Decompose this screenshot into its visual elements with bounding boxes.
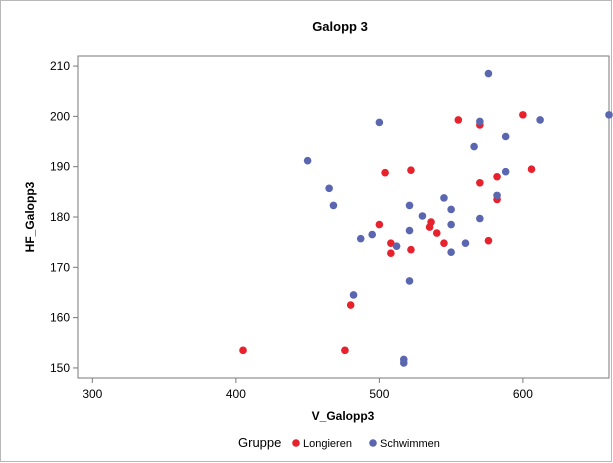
data-point-schwimmen — [484, 69, 493, 78]
data-point-schwimmen — [375, 118, 384, 127]
x-tick-label: 400 — [226, 387, 246, 401]
data-point-longieren — [476, 178, 484, 187]
x-tick-label: 500 — [369, 387, 389, 401]
data-point-schwimmen — [447, 220, 455, 229]
legend-title: Gruppe — [238, 435, 281, 450]
legend-marker-schwimmen — [369, 439, 377, 447]
data-point-schwimmen — [440, 194, 448, 202]
data-point-schwimmen — [349, 291, 358, 299]
x-axis-title: V_Galopp3 — [312, 409, 375, 423]
data-point-schwimmen — [476, 117, 484, 126]
data-point-longieren — [407, 245, 415, 254]
y-tick-label: 160 — [50, 311, 70, 325]
data-point-schwimmen — [399, 355, 408, 364]
y-tick-label: 180 — [50, 210, 70, 224]
data-point-schwimmen — [447, 205, 455, 214]
legend-label-schwimmen: Schwimmen — [380, 438, 440, 450]
data-point-schwimmen — [493, 191, 501, 200]
x-tick-label: 300 — [82, 387, 102, 401]
data-point-longieren — [375, 220, 384, 229]
data-point-schwimmen — [368, 230, 377, 239]
data-point-longieren — [519, 111, 527, 119]
data-point-schwimmen — [303, 156, 312, 165]
data-point-schwimmen — [405, 226, 414, 235]
data-point-schwimmen — [392, 242, 401, 250]
data-point-longieren — [239, 346, 247, 355]
data-point-longieren — [387, 239, 395, 247]
legend-marker-longieren — [292, 439, 300, 447]
data-point-longieren — [387, 249, 395, 258]
data-point-longieren — [407, 166, 415, 175]
y-tick-label: 150 — [50, 361, 70, 375]
data-point-schwimmen — [405, 201, 414, 210]
chart-title: Galopp 3 — [312, 19, 368, 34]
data-point-schwimmen — [405, 277, 414, 285]
y-tick-label: 200 — [50, 109, 70, 123]
data-point-longieren — [440, 239, 448, 247]
data-point-schwimmen — [329, 201, 338, 210]
plot-area — [77, 55, 610, 379]
data-point-schwimmen — [476, 214, 484, 223]
y-tick-label: 190 — [50, 160, 70, 174]
legend: Gruppe Longieren Schwimmen — [238, 435, 440, 450]
data-point-longieren — [432, 229, 441, 237]
data-point-longieren — [493, 172, 501, 181]
y-tick-label: 170 — [50, 260, 70, 274]
data-point-schwimmen — [461, 239, 470, 247]
data-points — [239, 69, 613, 367]
data-point-longieren — [427, 218, 435, 226]
y-axis: 150 160 170 180 190 200 210 — [50, 59, 78, 375]
data-point-longieren — [527, 165, 536, 174]
data-point-schwimmen — [418, 212, 427, 220]
data-point-longieren — [484, 236, 493, 245]
data-point-longieren — [341, 346, 349, 355]
y-tick-label: 210 — [50, 59, 70, 73]
x-axis: 300 400 500 600 — [82, 378, 533, 401]
data-point-schwimmen — [501, 132, 510, 141]
legend-label-longieren: Longieren — [303, 438, 352, 450]
data-point-schwimmen — [536, 116, 544, 124]
data-point-schwimmen — [470, 142, 478, 151]
x-tick-label: 600 — [513, 387, 533, 401]
data-point-schwimmen — [501, 167, 510, 176]
y-axis-title: HF_Galopp3 — [23, 181, 37, 252]
data-point-longieren — [381, 168, 389, 177]
data-point-schwimmen — [356, 234, 365, 243]
data-point-schwimmen — [447, 248, 455, 257]
data-point-schwimmen — [325, 184, 333, 193]
data-point-longieren — [346, 301, 355, 309]
data-point-longieren — [454, 116, 463, 124]
data-point-schwimmen — [605, 111, 613, 119]
